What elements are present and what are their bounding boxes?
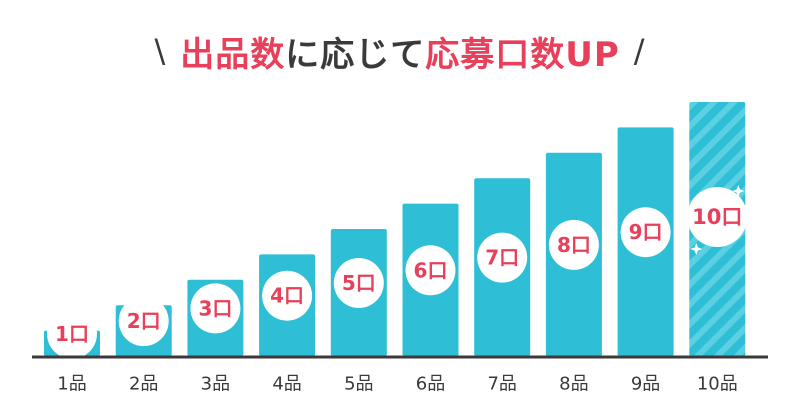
data-label-9: 9口 (629, 220, 663, 244)
chart-title: \ 出品数 に応じて 応募口数UP / (0, 26, 800, 76)
data-label-badge-1 (47, 308, 97, 359)
x-tick-label-9: 9品 (631, 374, 660, 395)
x-tick-label-6: 6品 (416, 374, 445, 395)
x-tick-label-8: 8品 (559, 374, 588, 395)
title-part-entries-up: 応募口数UP (425, 34, 620, 75)
data-label-4: 4口 (270, 284, 304, 308)
data-label-2: 2口 (127, 309, 161, 333)
data-label-7: 7口 (485, 246, 519, 270)
x-tick-label-10: 10品 (697, 374, 738, 395)
x-tick-label-4: 4品 (272, 374, 301, 395)
data-labels-layer: 1口 2口 3口 4口 5口 6口 7口 8口 9口 10口 (47, 187, 748, 359)
data-label-badge-8 (548, 219, 599, 270)
data-label-badge-4 (262, 270, 313, 321)
x-tick-label-3: 3品 (201, 374, 230, 395)
title-part-items: 出品数 (180, 34, 286, 75)
data-label-1: 1口 (55, 322, 89, 346)
data-label-3: 3口 (198, 296, 232, 320)
sparkles-layer (690, 185, 745, 255)
sparkle-icon-bottom (690, 243, 703, 255)
data-label-5: 5口 (342, 271, 376, 295)
data-label-6: 6口 (414, 258, 448, 282)
title-part-according: に応じて (285, 34, 426, 75)
x-tick-label-2: 2品 (129, 374, 158, 395)
data-label-8: 8口 (557, 233, 591, 257)
x-tick-label-7: 7品 (487, 374, 516, 395)
data-label-badge-3 (190, 283, 241, 334)
title-backslash: \ (154, 32, 167, 70)
data-label-badge-5 (333, 258, 384, 308)
title-slash: / (633, 32, 646, 70)
sparkle-icon-top (732, 185, 745, 197)
data-label-badge-2 (118, 296, 169, 347)
data-label-badge-9 (620, 207, 671, 258)
x-tick-label-5: 5品 (344, 374, 373, 395)
data-label-badge-7 (477, 232, 528, 283)
x-tick-label-1: 1品 (57, 374, 86, 395)
data-label-badge-10 (687, 187, 748, 247)
data-label-badge-6 (405, 245, 456, 296)
x-tick-labels: 1品 2品 3品 4品 5品 6品 7品 8品 9品 10品 (57, 374, 737, 395)
data-label-10: 10口 (692, 205, 742, 229)
